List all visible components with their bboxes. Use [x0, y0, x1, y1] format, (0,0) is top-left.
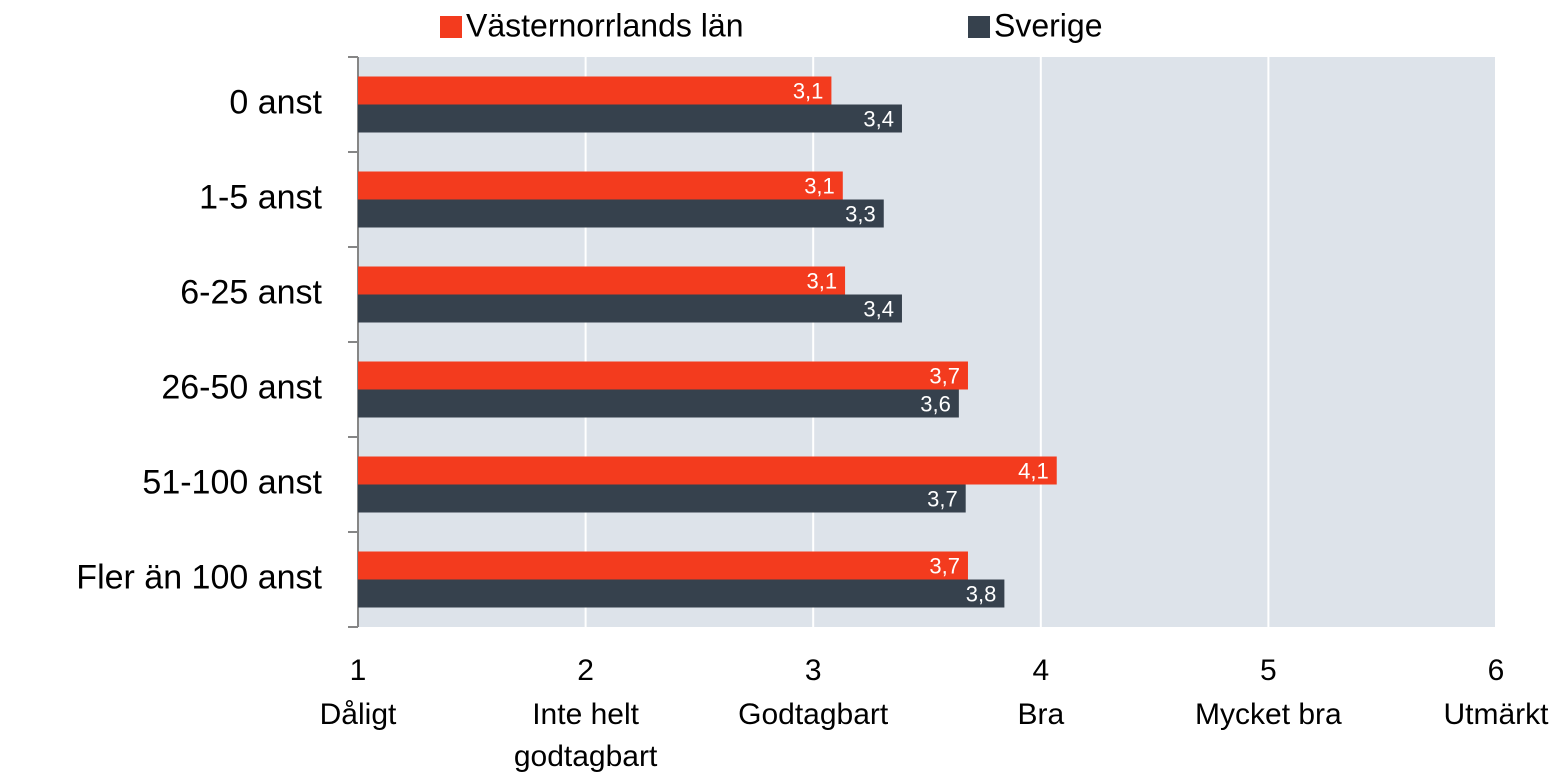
legend-swatch	[440, 16, 462, 38]
x-tick-label: 5	[1260, 654, 1277, 687]
bar	[358, 199, 884, 228]
bar	[358, 171, 843, 200]
bar	[358, 389, 959, 418]
bar	[358, 551, 968, 580]
x-tick-label: 4	[1032, 654, 1049, 687]
value-label: 3,3	[845, 201, 876, 226]
x-tick-sublabel: Mycket bra	[1195, 698, 1342, 731]
y-tick-label: 51-100 anst	[142, 463, 322, 501]
y-tick-label: 0 anst	[229, 83, 322, 121]
value-label: 3,7	[929, 363, 960, 388]
value-label: 3,1	[793, 78, 824, 103]
bar	[358, 484, 966, 513]
x-tick-label: 1	[350, 654, 367, 687]
bar	[358, 361, 968, 390]
bar	[358, 104, 902, 133]
legend-label: Västernorrlands län	[466, 7, 743, 43]
y-tick-label: 6-25 anst	[180, 273, 322, 311]
x-tick-sublabel: Bra	[1017, 698, 1064, 731]
x-tick-label: 2	[577, 654, 594, 687]
bar	[358, 579, 1005, 608]
x-tick-label: 3	[805, 654, 822, 687]
x-tick-sublabel: Inte helt	[532, 698, 639, 731]
value-label: 3,4	[863, 296, 894, 321]
y-tick-label: 1-5 anst	[199, 178, 322, 216]
bar	[358, 456, 1057, 485]
bar	[358, 266, 846, 295]
x-tick-label: 6	[1488, 654, 1505, 687]
value-label: 3,7	[927, 486, 958, 511]
bar	[358, 294, 902, 323]
value-label: 3,1	[806, 268, 837, 293]
value-label: 3,7	[929, 553, 960, 578]
value-label: 3,6	[920, 391, 951, 416]
value-label: 3,8	[966, 581, 997, 606]
value-label: 3,1	[804, 173, 835, 198]
value-label: 3,4	[863, 106, 894, 131]
bar	[358, 76, 832, 105]
x-tick-sublabel: Godtagbart	[738, 698, 889, 731]
y-tick-label: 26-50 anst	[161, 368, 322, 406]
y-tick-label: Fler än 100 anst	[76, 558, 322, 596]
x-tick-sublabel: Utmärkt	[1444, 698, 1550, 731]
legend-swatch	[968, 16, 990, 38]
plot-area	[358, 57, 1496, 627]
x-tick-sublabel: Dåligt	[320, 698, 397, 731]
legend-label: Sverige	[994, 7, 1103, 43]
value-label: 4,1	[1018, 458, 1049, 483]
x-tick-sublabel: godtagbart	[514, 740, 658, 773]
